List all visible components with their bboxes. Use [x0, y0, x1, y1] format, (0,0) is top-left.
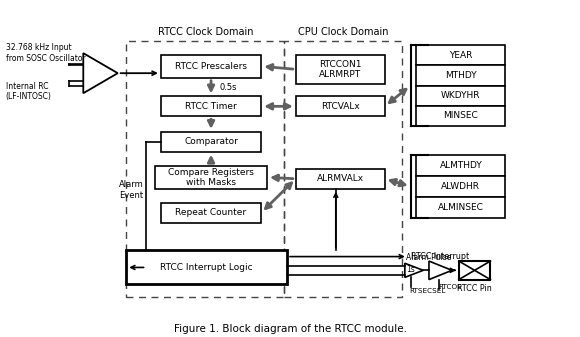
Text: RTCOE: RTCOE — [438, 284, 462, 290]
Bar — [416, 176, 505, 197]
Bar — [161, 55, 261, 78]
Bar — [155, 166, 267, 189]
Text: Comparator: Comparator — [184, 137, 238, 146]
Text: YEAR: YEAR — [449, 51, 473, 60]
Text: Alarm
Event: Alarm Event — [119, 180, 144, 200]
Text: ALRMVALx: ALRMVALx — [317, 174, 364, 183]
Text: Internal RC
(LF-INTOSC): Internal RC (LF-INTOSC) — [6, 82, 52, 101]
Text: ALWDHR: ALWDHR — [441, 182, 480, 191]
Text: RTCVALx: RTCVALx — [321, 102, 360, 111]
Text: Compare Registers
with Masks: Compare Registers with Masks — [168, 167, 254, 187]
Text: ALMTHDY: ALMTHDY — [440, 161, 482, 170]
Text: Alarm Pulse: Alarm Pulse — [406, 253, 451, 262]
Bar — [416, 86, 505, 105]
Text: RTCC Interrupt: RTCC Interrupt — [411, 252, 469, 261]
Text: RTCC Prescalers: RTCC Prescalers — [175, 62, 247, 71]
Bar — [416, 65, 505, 86]
Text: RTCC Pin: RTCC Pin — [457, 284, 492, 293]
Bar — [459, 261, 491, 280]
Polygon shape — [429, 261, 452, 280]
Text: RTCC Timer: RTCC Timer — [185, 102, 237, 111]
Bar — [126, 41, 284, 297]
Text: RTCCON1
ALRMRPT: RTCCON1 ALRMRPT — [319, 60, 361, 79]
Text: CPU Clock Domain: CPU Clock Domain — [298, 27, 389, 37]
Bar — [161, 96, 261, 116]
Text: 32.768 kHz Input
from SOSC Oscillator: 32.768 kHz Input from SOSC Oscillator — [6, 43, 85, 63]
Text: 1s: 1s — [406, 265, 415, 274]
Text: RTCC Interrupt Logic: RTCC Interrupt Logic — [161, 263, 253, 272]
Bar — [126, 250, 287, 284]
Bar — [296, 96, 385, 116]
Polygon shape — [405, 263, 423, 277]
Text: WKDYHR: WKDYHR — [441, 91, 481, 100]
Bar — [296, 169, 385, 189]
Text: RTSECSEL: RTSECSEL — [409, 288, 446, 294]
Text: ALMINSEC: ALMINSEC — [438, 203, 484, 212]
Text: Figure 1. Block diagram of the RTCC module.: Figure 1. Block diagram of the RTCC modu… — [173, 324, 407, 334]
Bar — [416, 155, 505, 176]
Text: Repeat Counter: Repeat Counter — [176, 208, 246, 217]
Text: 0.5s: 0.5s — [220, 83, 237, 92]
Bar — [161, 203, 261, 223]
Bar — [296, 55, 385, 84]
Text: MTHDY: MTHDY — [445, 71, 477, 80]
Text: MINSEC: MINSEC — [444, 111, 478, 120]
Polygon shape — [84, 53, 118, 93]
Text: RTCC Clock Domain: RTCC Clock Domain — [158, 27, 253, 37]
Bar — [284, 41, 402, 297]
Bar — [161, 132, 261, 152]
Bar — [416, 197, 505, 218]
Bar — [416, 105, 505, 126]
Bar — [416, 45, 505, 65]
